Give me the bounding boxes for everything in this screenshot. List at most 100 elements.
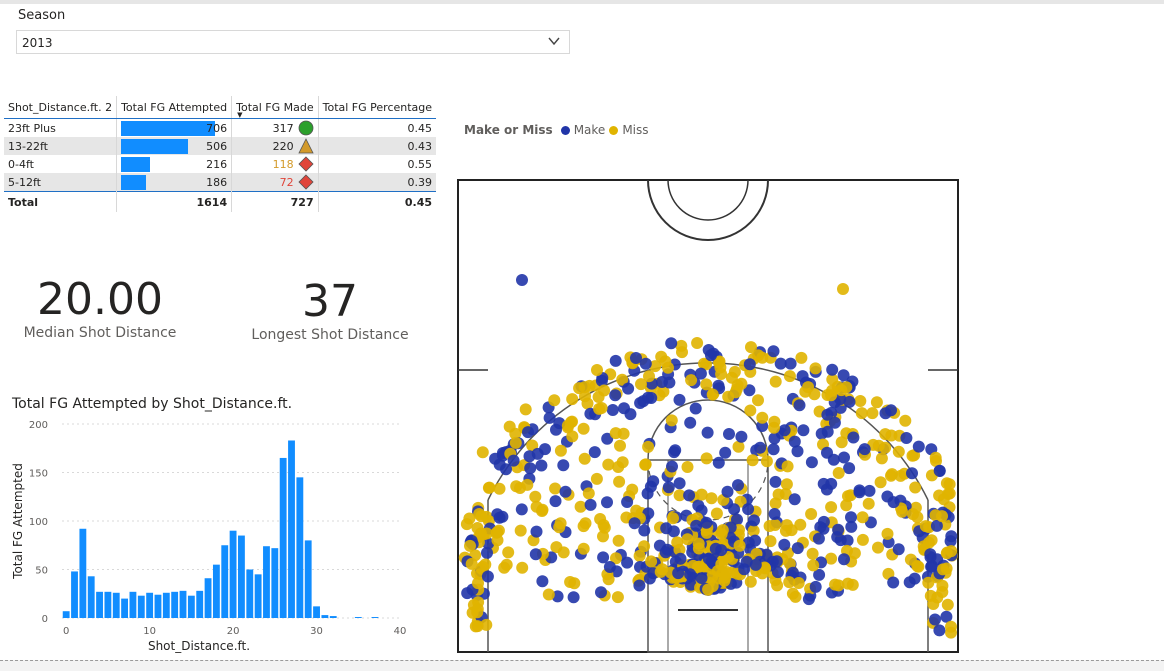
shot-miss-marker bbox=[613, 475, 626, 488]
shot-make-marker bbox=[493, 511, 506, 524]
shot-miss-marker bbox=[500, 558, 513, 571]
data-bar bbox=[121, 139, 189, 154]
table-row[interactable]: 0-4ft 216 118 0.55 bbox=[4, 155, 436, 173]
pct-value: 0.43 bbox=[318, 137, 437, 155]
shot-make-marker bbox=[770, 555, 783, 568]
shot-miss-marker bbox=[633, 549, 646, 562]
shot-miss-marker bbox=[693, 560, 706, 573]
status-red-diamond-icon bbox=[298, 156, 314, 172]
season-dropdown[interactable]: 2013 bbox=[16, 30, 570, 54]
x-tick-label: 10 bbox=[143, 626, 156, 637]
legend-make-marker bbox=[560, 125, 570, 135]
shot-make-marker bbox=[633, 579, 646, 592]
shot-make-marker bbox=[667, 525, 680, 538]
shot-make-marker bbox=[549, 495, 562, 508]
longest-shot-distance-card: 37 Longest Shot Distance bbox=[250, 276, 410, 343]
shot-make-marker bbox=[735, 430, 748, 443]
shot-chart-court bbox=[457, 179, 959, 653]
shot-miss-marker bbox=[616, 456, 629, 469]
shot-make-marker bbox=[702, 552, 715, 565]
shot-make-marker bbox=[644, 480, 657, 493]
column-header[interactable]: Total FG Attempted bbox=[116, 96, 233, 119]
shot-miss-marker bbox=[695, 488, 708, 501]
histogram-bar bbox=[146, 592, 154, 618]
shot-miss-marker bbox=[645, 555, 658, 568]
shot-miss-marker bbox=[747, 524, 760, 537]
attempted-value: 186 bbox=[206, 175, 228, 189]
shot-make-marker bbox=[524, 462, 537, 475]
shot-make-marker bbox=[705, 349, 717, 362]
table-row[interactable]: 5-12ft 186 72 0.39 bbox=[4, 173, 437, 192]
shot-make-marker bbox=[684, 416, 697, 429]
shot-make-marker bbox=[778, 538, 791, 551]
shot-make-marker bbox=[933, 624, 946, 637]
histogram-bar bbox=[179, 590, 187, 618]
table-header-row: Shot_Distance.ft. 2 Total FG Attempted T… bbox=[4, 96, 437, 119]
shot-make-marker bbox=[673, 393, 686, 406]
shot-make-marker bbox=[663, 376, 676, 389]
shot-make-marker bbox=[539, 443, 551, 456]
shot-miss-marker bbox=[744, 404, 757, 417]
histogram-bar bbox=[129, 591, 137, 618]
histogram-bar bbox=[271, 548, 279, 618]
column-header[interactable]: Shot_Distance.ft. 2 bbox=[4, 96, 118, 119]
shot-miss-marker bbox=[465, 557, 478, 570]
shot-miss-marker bbox=[792, 577, 805, 589]
histogram-bar bbox=[313, 606, 320, 618]
shot-make-marker bbox=[606, 404, 619, 416]
shot-make-marker bbox=[732, 479, 744, 492]
shot-make-marker bbox=[695, 572, 708, 584]
shot-make-marker bbox=[543, 411, 556, 424]
status-amber-triangle-icon bbox=[297, 138, 314, 154]
made-cell: 317 bbox=[231, 118, 319, 137]
shot-miss-marker bbox=[573, 382, 586, 395]
legend-make-label[interactable]: Make bbox=[573, 123, 606, 137]
histogram-bar bbox=[321, 615, 329, 618]
shot-miss-marker bbox=[700, 452, 713, 465]
shot-miss-marker bbox=[566, 430, 579, 443]
shot-make-marker bbox=[567, 591, 580, 604]
shot-miss-marker bbox=[554, 517, 567, 530]
shot-miss-marker bbox=[565, 416, 578, 429]
shot-miss-marker bbox=[700, 378, 713, 391]
column-header[interactable]: Total FG Made ▼ bbox=[231, 96, 319, 119]
shot-miss-marker bbox=[943, 487, 956, 500]
shot-make-marker bbox=[530, 525, 543, 538]
shot-miss-marker bbox=[780, 519, 793, 532]
shot-make-marker bbox=[845, 520, 858, 533]
histogram-bar bbox=[354, 617, 362, 618]
table-row[interactable]: 23ft Plus 706 317 0.45 bbox=[4, 118, 436, 137]
shot-make-marker bbox=[715, 544, 728, 557]
shot-miss-marker bbox=[929, 451, 942, 464]
shot-miss-marker bbox=[557, 546, 570, 559]
shot-miss-marker bbox=[896, 505, 909, 518]
shot-miss-marker bbox=[771, 579, 784, 592]
shot-miss-marker bbox=[713, 356, 726, 369]
shot-miss-marker bbox=[772, 488, 785, 501]
histogram-bar bbox=[187, 595, 195, 618]
shot-miss-marker bbox=[789, 590, 802, 603]
shot-make-marker bbox=[638, 524, 651, 537]
shot-miss-marker bbox=[476, 446, 489, 459]
shot-miss-marker bbox=[574, 500, 587, 513]
shot-miss-marker bbox=[681, 533, 694, 546]
shot-make-marker bbox=[621, 496, 634, 508]
shot-make-marker bbox=[821, 425, 834, 438]
shot-make-marker bbox=[694, 367, 707, 380]
attempted-value: 506 bbox=[206, 139, 228, 153]
shot-make-marker bbox=[793, 399, 806, 412]
legend-miss-label[interactable]: Miss bbox=[622, 123, 649, 137]
column-header[interactable]: Total FG Percentage bbox=[318, 96, 437, 119]
shot-make-marker bbox=[788, 493, 801, 506]
shot-miss-marker bbox=[856, 511, 869, 524]
shot-make-marker bbox=[837, 369, 850, 382]
shot-make-marker bbox=[662, 481, 675, 494]
made-cell: 72 bbox=[231, 173, 319, 192]
shot-make-marker bbox=[673, 477, 686, 490]
shot-make-marker bbox=[522, 426, 534, 439]
row-label: 23ft Plus bbox=[4, 118, 118, 137]
slicer-title: Season bbox=[18, 8, 66, 23]
table-row[interactable]: 13-22ft 506 220 0.43 bbox=[4, 137, 437, 155]
data-bar bbox=[121, 121, 216, 136]
fg-attempted-bar-chart: 0 50 100 150 200 0 10 20 30 40 Shot_Distance.ft. To… bbox=[11, 420, 406, 653]
